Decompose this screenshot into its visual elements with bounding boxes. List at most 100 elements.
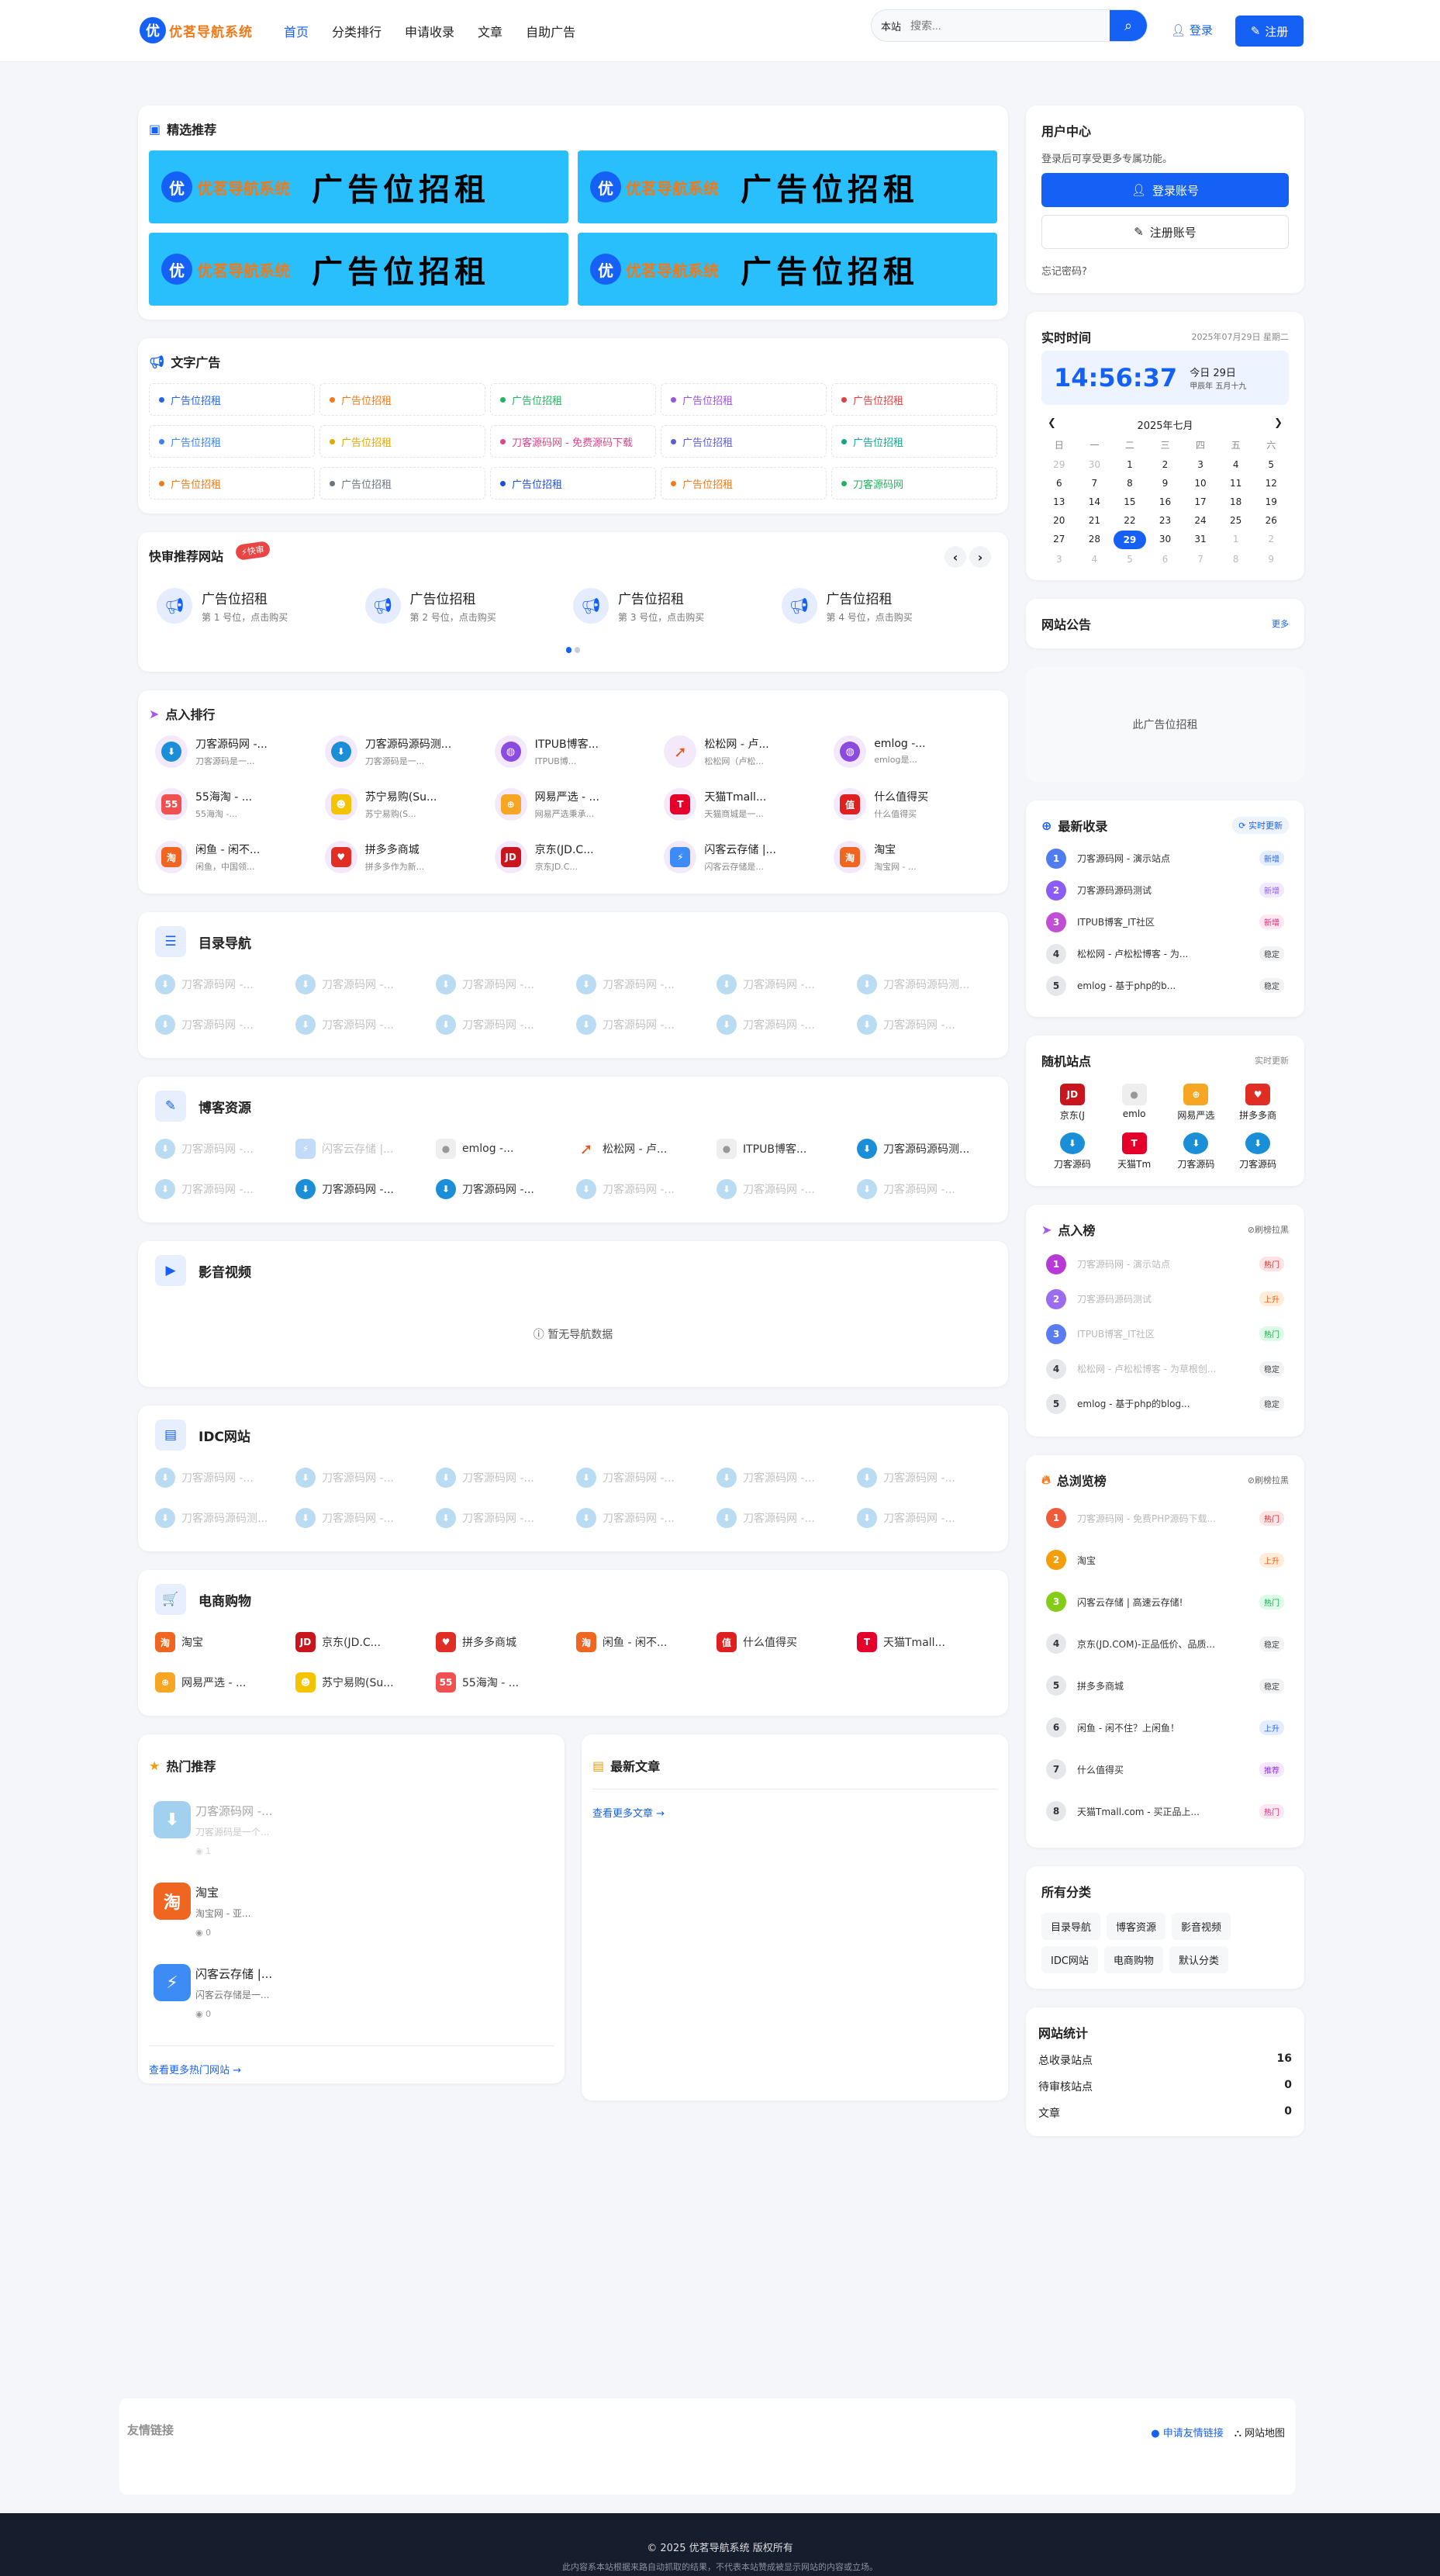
site-link[interactable]: ⬇ 刀客源码网 -... — [576, 974, 717, 994]
site-link[interactable]: ☻ 苏宁易购(Su... — [295, 1672, 436, 1693]
search-scope[interactable]: 本站 — [881, 21, 902, 33]
category-chip[interactable]: 影音视频 — [1172, 1913, 1231, 1940]
next-arrow-button[interactable]: › — [969, 546, 991, 568]
site-link[interactable]: ⬇ 刀客源码网 -... — [295, 1179, 436, 1199]
site-link[interactable]: ⬇ 刀客源码网 -... — [155, 1468, 295, 1488]
site-link[interactable]: ⬇ 刀客源码网 -... — [857, 1179, 997, 1199]
site-link[interactable]: ⬇ 刀客源码源码测... — [857, 1139, 997, 1159]
ranking-row[interactable]: 7 什么值得买 推荐 — [1041, 1748, 1289, 1790]
ranking-row[interactable]: 2 刀客源码源码测试 上升 — [1041, 1281, 1289, 1316]
featured-banner[interactable]: 优优茗导航系统 广告位招租 — [149, 150, 568, 223]
site-link[interactable]: ⬇ 刀客源码源码测... — [857, 974, 997, 994]
calendar-day[interactable]: 3 — [1055, 554, 1062, 565]
site-link[interactable]: ⬇ 刀客源码网 -... — [717, 974, 857, 994]
site-link[interactable]: ● emlog -... — [436, 1139, 576, 1159]
calendar-day[interactable]: 4 — [1232, 459, 1239, 470]
category-chip[interactable]: IDC网站 — [1041, 1946, 1098, 1973]
ranking-row[interactable]: 8 天猫Tmall.com - 买正品上... 热门 — [1041, 1790, 1289, 1832]
side-ad[interactable]: 此广告位招租 — [1026, 667, 1304, 782]
nav-apply[interactable]: 申请收录 — [405, 25, 455, 40]
rank-item[interactable]: ♥ 拼多多商城 拼多多作为新... — [319, 841, 489, 873]
search-button[interactable]: ⌕ — [1110, 10, 1147, 41]
site-link[interactable]: ⬇ 刀客源码源码测... — [155, 1508, 295, 1528]
site-link[interactable]: ⬇ 刀客源码网 -... — [576, 1015, 717, 1035]
text-ad-item[interactable]: 广告位招租 — [149, 425, 315, 458]
calendar-day[interactable]: 29 — [1114, 531, 1146, 549]
calendar-day[interactable]: 21 — [1088, 515, 1100, 526]
calendar-day[interactable]: 29 — [1053, 459, 1065, 470]
nav-home[interactable]: 首页 — [284, 25, 309, 40]
text-ad-item[interactable]: 广告位招租 — [490, 383, 656, 416]
rank-item[interactable]: ◍ ITPUB博客... ITPUB博... — [489, 735, 658, 768]
category-chip[interactable]: 目录导航 — [1041, 1913, 1101, 1940]
calendar-day[interactable]: 18 — [1229, 496, 1242, 507]
register-account-button[interactable]: ✎ 注册账号 — [1041, 215, 1289, 249]
calendar-day[interactable]: 7 — [1091, 478, 1098, 489]
calendar-day[interactable]: 5 — [1268, 459, 1275, 470]
apply-friend-link[interactable]: ● 申请友情链接 — [1151, 2428, 1224, 2439]
site-link[interactable]: ⬇ 刀客源码网 -... — [295, 974, 436, 994]
calendar-day[interactable]: 8 — [1127, 478, 1133, 489]
calendar-day[interactable]: 10 — [1194, 478, 1207, 489]
calendar-day[interactable]: 26 — [1265, 515, 1277, 526]
text-ad-item[interactable]: 广告位招租 — [490, 467, 656, 500]
carousel-dot[interactable] — [575, 647, 580, 653]
text-ad-item[interactable]: 刀客源码网 — [831, 467, 997, 500]
notice-more-link[interactable]: 更多 — [1272, 619, 1289, 629]
site-link[interactable]: ⬇ 刀客源码网 -... — [155, 1139, 295, 1159]
text-ad-item[interactable]: 广告位招租 — [831, 383, 997, 416]
site-link[interactable]: ⚡ 闪客云存储 |... — [295, 1139, 436, 1159]
calendar-day[interactable]: 14 — [1088, 496, 1100, 507]
ranking-row[interactable]: 4 松松网 - 卢松松博客 - 为草根创... 稳定 — [1041, 1351, 1289, 1386]
rank-item[interactable]: ⚡ 闪客云存储 |... 闪客云存储是... — [658, 841, 827, 873]
site-link[interactable]: ⬇ 刀客源码网 -... — [155, 1179, 295, 1199]
random-site[interactable]: JD 京东(J — [1041, 1084, 1103, 1122]
rank-item[interactable]: 值什么值得买 什么值得买 — [827, 788, 997, 821]
ranking-row[interactable]: 1 刀客源码网 - 演示站点 新增 — [1041, 842, 1289, 874]
random-site[interactable]: ● emlo — [1103, 1084, 1165, 1122]
calendar-day[interactable]: 17 — [1194, 496, 1207, 507]
calendar-day[interactable]: 1 — [1232, 534, 1239, 545]
calendar-day[interactable]: 19 — [1265, 496, 1277, 507]
calendar-day[interactable]: 20 — [1053, 515, 1065, 526]
site-link[interactable]: ⬇ 刀客源码网 -... — [436, 1468, 576, 1488]
site-link[interactable]: 淘闲鱼 - 闲不... — [576, 1632, 717, 1652]
rank-item[interactable]: ◍ emlog -... emlog是... — [827, 735, 997, 768]
ranking-row[interactable]: 5 emlog - 基于php的blog... 稳定 — [1041, 1386, 1289, 1421]
ranking-row[interactable]: 3 ITPUB博客_IT社区 新增 — [1041, 906, 1289, 938]
ranking-row[interactable]: 4 京东(JD.COM)-正品低价、品质... 稳定 — [1041, 1623, 1289, 1665]
site-link[interactable]: ⊕ 网易严选 - ... — [155, 1672, 295, 1693]
rank-item[interactable]: ⊕ 网易严选 - ... 网易严选秉承... — [489, 788, 658, 821]
calendar-day[interactable]: 16 — [1159, 496, 1172, 507]
rank-item[interactable]: 淘 淘宝 淘宝网 - ... — [827, 841, 997, 873]
quick-item[interactable]: 📢︎ 广告位招租第 4 号位，点击购买 — [781, 588, 990, 624]
quick-item[interactable]: 📢︎ 广告位招租第 3 号位，点击购买 — [573, 588, 782, 624]
site-link[interactable]: ⬇ 刀客源码网 -... — [857, 1015, 997, 1035]
rank-item[interactable]: 55 55海淘 - ... 55海淘 -... — [149, 788, 319, 821]
random-site[interactable]: ⬇ 刀客源码 — [1041, 1132, 1103, 1170]
site-logo[interactable]: 优优茗导航系统 — [140, 17, 253, 43]
random-site[interactable]: T 天猫Tm — [1103, 1132, 1165, 1170]
random-site[interactable]: ⬇ 刀客源码 — [1165, 1132, 1228, 1170]
calendar-day[interactable]: 11 — [1229, 478, 1242, 489]
hot-more-link[interactable]: 查看更多热门网站 → — [149, 2065, 242, 2076]
featured-banner[interactable]: 优优茗导航系统 广告位招租 — [578, 150, 997, 223]
forgot-password-link[interactable]: 忘记密码? — [1041, 266, 1087, 278]
text-ad-item[interactable]: 广告位招租 — [149, 467, 315, 500]
site-link[interactable]: ⬇ 刀客源码网 -... — [717, 1179, 857, 1199]
search-input[interactable] — [910, 19, 1110, 32]
ranking-row[interactable]: 4 松松网 - 卢松松博客 - 为... 稳定 — [1041, 938, 1289, 970]
site-link[interactable]: ⬇ 刀客源码网 -... — [295, 1508, 436, 1528]
calendar-day[interactable]: 2 — [1268, 534, 1275, 545]
site-link[interactable]: ⬇ 刀客源码网 -... — [436, 1179, 576, 1199]
next-month-button[interactable]: ❯ — [1274, 417, 1283, 429]
ranking-row[interactable]: 3 闪客云存储 | 高速云存储! 热门 — [1041, 1581, 1289, 1623]
calendar-day[interactable]: 3 — [1197, 459, 1203, 470]
text-ad-item[interactable]: 广告位招租 — [319, 467, 485, 500]
ranking-row[interactable]: 5 emlog - 基于php的b... 稳定 — [1041, 970, 1289, 1001]
site-link[interactable]: 值什么值得买 — [717, 1632, 857, 1652]
prev-month-button[interactable]: ❮ — [1048, 417, 1056, 429]
calendar-day[interactable]: 30 — [1159, 534, 1172, 545]
site-link[interactable]: T 天猫Tmall... — [857, 1632, 997, 1652]
calendar-day[interactable]: 8 — [1232, 554, 1239, 565]
